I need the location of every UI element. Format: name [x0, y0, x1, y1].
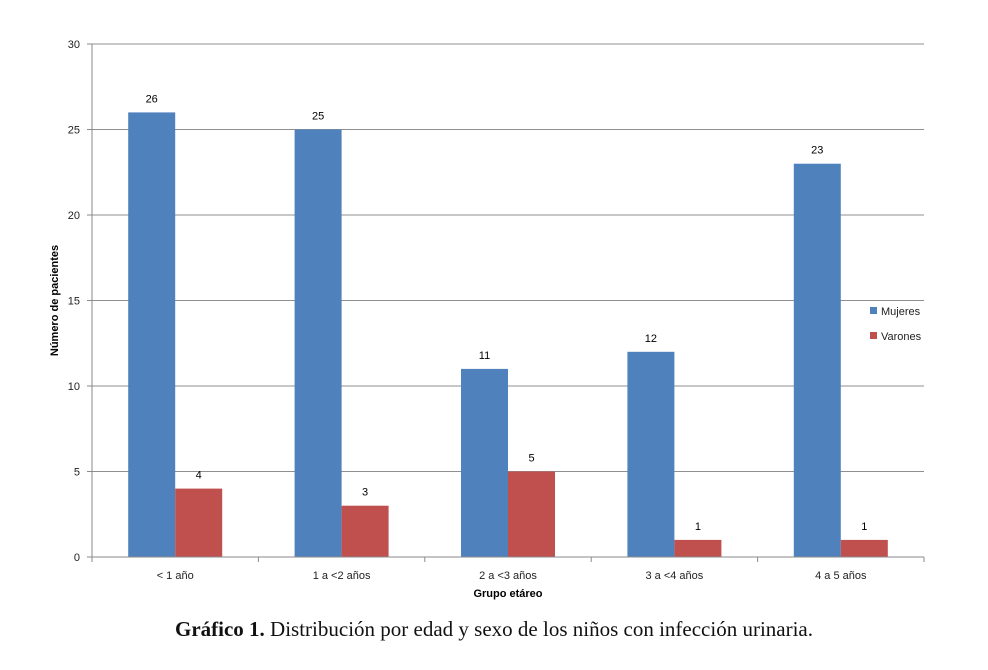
data-label: 5 — [528, 453, 534, 465]
bar-chart: 0 5 10 15 20 25 30 26 4 25 3 11 5 12 1 23 1 < 1 año 1 a … — [49, 39, 925, 600]
x-tick-label: 3 a <4 años — [645, 570, 703, 582]
bar-varones — [341, 505, 389, 557]
legend: Mujeres Varones — [870, 306, 922, 343]
y-tick-label: 30 — [68, 39, 80, 51]
data-label: 12 — [645, 333, 657, 345]
bar-varones — [840, 539, 888, 557]
legend-label-varones: Varones — [881, 331, 922, 343]
data-label: 4 — [196, 470, 202, 482]
x-tick-label: 4 a 5 años — [815, 570, 867, 582]
data-label: 23 — [811, 145, 823, 157]
figure-caption-label: Gráfico 1. — [174, 617, 265, 641]
data-label: 11 — [479, 350, 490, 362]
x-tick-label: < 1 año — [157, 570, 194, 582]
y-axis-title: Número de pacientes — [49, 245, 61, 356]
data-label: 1 — [695, 521, 701, 533]
data-label: 1 — [861, 521, 867, 533]
y-tick-label: 20 — [68, 210, 80, 222]
bar-varones — [508, 471, 555, 557]
bar-varones — [175, 488, 223, 557]
y-axis-ticks: 0 5 10 15 20 25 30 — [68, 39, 92, 564]
y-tick-label: 5 — [74, 467, 80, 479]
figure-caption: Gráfico 1. Distribución por edad y sexo … — [0, 617, 988, 642]
y-tick-label: 0 — [74, 552, 80, 564]
x-tick-label: 1 a <2 años — [313, 570, 371, 582]
data-label: 25 — [312, 111, 324, 123]
x-axis-ticks: < 1 año 1 a <2 años 2 a <3 años 3 a <4 años… — [91, 557, 925, 582]
legend-label-mujeres: Mujeres — [881, 306, 921, 318]
data-label: 3 — [362, 487, 368, 499]
bar-mujeres — [793, 163, 841, 557]
x-tick-label: 2 a <3 años — [479, 570, 537, 582]
figure-caption-text: Distribución por edad y sexo de los niño… — [264, 617, 813, 641]
data-labels: 26 4 25 3 11 5 12 1 23 1 — [146, 93, 868, 533]
legend-swatch-varones — [870, 332, 877, 339]
data-label: 26 — [146, 93, 158, 105]
y-tick-label: 10 — [68, 381, 80, 393]
bar-mujeres — [128, 112, 176, 558]
y-tick-label: 15 — [68, 296, 80, 308]
y-tick-label: 25 — [68, 125, 80, 137]
x-axis-title: Grupo etáreo — [473, 588, 542, 600]
bar-mujeres — [627, 351, 675, 557]
gridlines — [92, 43, 924, 472]
bar-mujeres — [294, 129, 342, 557]
legend-swatch-mujeres — [870, 307, 877, 314]
bar-varones — [674, 539, 722, 557]
bar-mujeres — [461, 368, 508, 557]
bars — [128, 112, 888, 558]
